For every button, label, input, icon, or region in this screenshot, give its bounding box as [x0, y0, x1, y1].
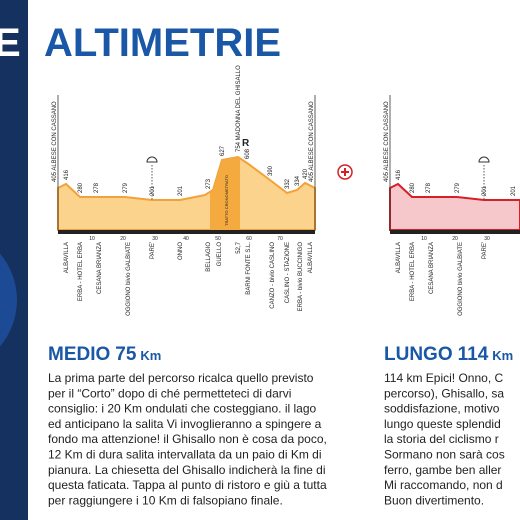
elevation-label: 627 [220, 145, 226, 156]
section-name: LUNGO [384, 344, 453, 365]
place-label: BELLAGIO [206, 242, 212, 272]
km-tick-label: 60 [246, 236, 252, 242]
place-label: ONNO [178, 242, 184, 260]
km-tick-label: 40 [183, 236, 189, 242]
refreshment-icon [478, 156, 490, 163]
section-title: MEDIO 75 Km [48, 344, 161, 365]
body-line: La prima parte del percorso ricalca quel… [48, 371, 314, 385]
elevation-label: 416 [396, 169, 402, 180]
body-line: Mi raccomando, non d [384, 478, 503, 492]
elevation-label: 279 [455, 182, 461, 193]
place-label: GUELLO [217, 242, 223, 267]
elevation-label: 278 [94, 182, 100, 193]
summit-marker: R [242, 138, 250, 149]
elevation-label: 280 [410, 182, 416, 193]
sidebar-letter: E [0, 21, 21, 65]
km-tick-label: 20 [452, 236, 458, 242]
segment-label: TRATTO CRONOMETRATO [224, 175, 229, 226]
timed-segment [210, 157, 240, 230]
body-line: pianura. La chiesetta del Ghisallo indic… [48, 463, 326, 477]
section-name: MEDIO [48, 344, 110, 365]
place-label: CASLINO - STAZIONE [285, 242, 291, 303]
km-tick-label: 10 [421, 236, 427, 242]
section-distance: 75 [115, 344, 137, 365]
refreshment-icon [146, 156, 158, 163]
body-line: fondo ma attenzione! il Ghisallo non è c… [48, 432, 327, 446]
body-line: questa faticata. Tappa al punto di risto… [48, 478, 327, 492]
elevation-label: 608 [245, 148, 251, 159]
place-label: CANZO - bivio CASLINO [270, 242, 276, 309]
elevation-label: 273 [206, 178, 212, 189]
km-tick-label: 30 [484, 236, 490, 242]
km-bar [390, 230, 520, 234]
place-label: ERBA - HOTEL ERBA [78, 242, 84, 301]
body-line: 12 Km di dura salita intervallata da un … [48, 448, 322, 462]
place-label: CESANA BRIANZA [429, 242, 435, 294]
start-label: 405 ALBESE CON CASSANO [52, 101, 58, 182]
elevation-label: 420 [303, 168, 309, 179]
elevation-label: 280 [78, 182, 84, 193]
place-label: ALBAVILLA [64, 242, 70, 273]
page-title: ALTIMETRIE [44, 21, 281, 65]
place-label: PARE' [482, 242, 488, 259]
place-label: ALBAVILLA [308, 242, 314, 273]
body-line: ferro, gambe ben aller [384, 463, 501, 477]
body-line: percorso), Ghisallo, sa [384, 386, 504, 400]
place-label: ERBA - bivio BUCCINIGO [298, 242, 304, 312]
sidebar-circle [0, 253, 17, 347]
first-aid-cross [341, 168, 349, 176]
elevation-label: 334 [295, 175, 301, 186]
place-label: 52,7 [236, 241, 242, 253]
km-bar [58, 230, 315, 234]
elevation-label: 201 [482, 185, 488, 196]
body-line: consiglio: i 20 Km ondulati che costeggi… [48, 402, 316, 416]
section-unit: Km [492, 348, 513, 363]
elevation-label: 201 [178, 185, 184, 196]
elevation-label: 201 [150, 185, 156, 196]
km-tick-label: 50 [215, 236, 221, 242]
body-line: Buon divertimento. [384, 493, 484, 507]
place-label: ALBAVILLA [396, 242, 402, 273]
place-label: CESANA BRIANZA [97, 242, 103, 294]
elevation-label: 390 [268, 165, 274, 176]
section-distance: 114 [458, 344, 489, 365]
km-tick-label: 10 [89, 236, 95, 242]
place-label: OGGIONO bivio GALBIATE [458, 242, 464, 316]
body-line: lungo queste splendid [384, 417, 501, 431]
km-tick-label: 70 [277, 236, 283, 242]
place-label: OGGIONO bivio GALBIATE [126, 242, 132, 316]
body-line: per il “Corto” dopo di ché permetteteci … [48, 386, 291, 400]
body-line: ed anticipano la salita Vi invoglieranno… [48, 417, 322, 431]
body-line: per raggiungere i 10 Km di falsopiano fi… [48, 493, 283, 507]
end-label: 405 ALBESE CON CASSANO [309, 101, 315, 182]
body-line: la storia del ciclismo r [384, 432, 499, 446]
place-label: BARNI FONTE S.L. [246, 242, 252, 295]
km-tick-label: 30 [152, 236, 158, 242]
section-title: LUNGO 114 Km [384, 344, 513, 365]
start-label: 405 ALBESE CON CASSANO [384, 101, 390, 182]
body-line: soddisfazione, motivo [384, 402, 500, 416]
body-line: Sormano non sarà cos [384, 448, 505, 462]
summit-label: 754 MADONNA DEL GHISALLO [236, 65, 242, 152]
place-label: ERBA - HOTEL ERBA [410, 242, 416, 301]
elevation-label: 201 [511, 185, 517, 196]
km-tick-label: 20 [120, 236, 126, 242]
body-line: 114 km Epici! Onno, C [384, 371, 503, 385]
section-unit: Km [140, 348, 161, 363]
elevation-label: 278 [426, 182, 432, 193]
elevation-label: 416 [64, 169, 70, 180]
elevation-label: 279 [123, 182, 129, 193]
elevation-label: 332 [285, 178, 291, 189]
place-label: PARE' [150, 242, 156, 259]
